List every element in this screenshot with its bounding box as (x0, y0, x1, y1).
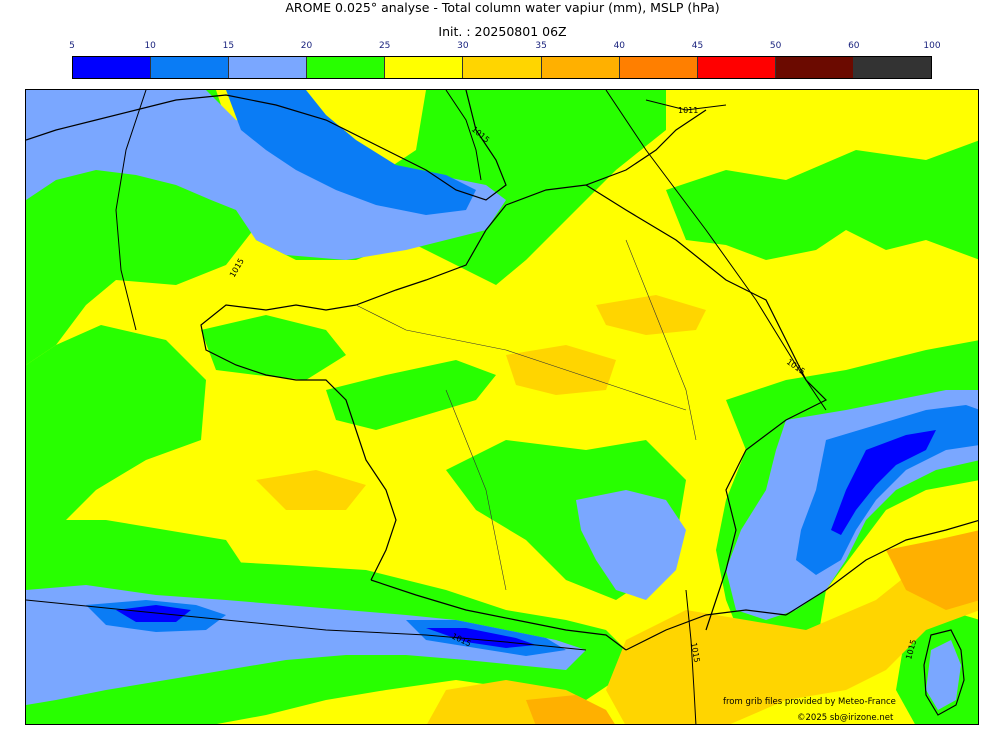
field-darkorange-sw (526, 695, 615, 724)
colorbar-tick: 25 (378, 41, 391, 51)
colorbar (72, 56, 932, 79)
weather-map: 1011 1015 1015 1015 1015 1015 1015 (25, 89, 979, 725)
field-lightblue-uk (26, 90, 506, 260)
colorbar-segment (541, 57, 620, 78)
field-deepblue-pyrenees-west (116, 605, 191, 622)
colorbar-ticks: 5 10 15 20 25 30 35 40 45 50 60 100 (69, 41, 940, 55)
isobars (26, 90, 827, 724)
coast-italy (785, 519, 978, 616)
copyright: ©2025 sb@irizone.net (797, 713, 894, 723)
field-green-brittany (201, 315, 346, 380)
colorbar-segment (151, 57, 230, 78)
colorbar-tick: 60 (848, 41, 860, 51)
field-lightblue-massifcentral (576, 490, 686, 600)
colorbar-tick: 35 (535, 41, 547, 51)
colorbar-tick: 10 (144, 41, 156, 51)
field-blue-southengland (226, 90, 476, 215)
field-orange-west (256, 470, 366, 510)
coast-corsica (923, 629, 965, 716)
river-lines (355, 239, 697, 591)
colorbar-tick: 5 (69, 41, 75, 51)
coast-uk (26, 90, 507, 201)
colorbar-tick: 30 (457, 41, 469, 51)
isobar-1015-west (115, 90, 147, 331)
isobar-1015-center (685, 589, 697, 724)
field-green-southwest (26, 520, 246, 590)
colorbar-tick: 15 (222, 41, 235, 51)
colorbar-tick: 45 (691, 41, 704, 51)
field-green-atlantic (26, 325, 206, 540)
colorbar-segment (73, 57, 152, 78)
source-credit: from grib files provided by Meteo-France (723, 697, 896, 707)
map-title: AROME 0.025° analyse - Total column wate… (285, 0, 720, 15)
isobar-label: 1011 (678, 106, 698, 115)
border-north (505, 109, 707, 206)
colorbar-segment (775, 57, 854, 78)
border-east (585, 184, 828, 631)
field-orange-center (506, 345, 616, 395)
isobar-label: 1015 (689, 642, 701, 664)
coast-mediterranean (625, 609, 787, 651)
colorbar-segment (385, 57, 464, 78)
field-orange-mediterranean (606, 531, 978, 724)
isobar-1015-north (445, 90, 482, 181)
colorbar-tick: 50 (769, 41, 782, 51)
colorbar-segment (307, 57, 386, 78)
colorbar-segment (463, 57, 542, 78)
field-deepblue-pyrenees-east (426, 628, 536, 648)
field-lightblue-corsica (926, 640, 961, 710)
field-green-northeast (666, 140, 978, 260)
field-darkorange-se (886, 530, 978, 610)
colorbar-tick: 40 (613, 41, 626, 51)
init-time: Init. : 20250801 06Z (438, 24, 567, 39)
map-canvas: 1011 1015 1015 1015 1015 1015 1015 (26, 90, 978, 724)
isobar-1011 (645, 99, 727, 111)
field-deepblue-alps (831, 430, 936, 535)
isobar-1015-east (605, 90, 827, 411)
field-orange-east (596, 295, 706, 335)
colorbar-segment (619, 57, 698, 78)
colorbar-segment (229, 57, 308, 78)
coastlines (26, 90, 978, 716)
colorbar-tick: 20 (300, 41, 313, 51)
colorbar-segment (697, 57, 776, 78)
field-green-loire (326, 360, 496, 430)
colorbar-segment (853, 57, 932, 78)
isobar-1015-south (26, 599, 587, 651)
border-spain (370, 579, 627, 651)
coast-france (200, 204, 507, 581)
colorbar-tick: 100 (923, 41, 941, 51)
